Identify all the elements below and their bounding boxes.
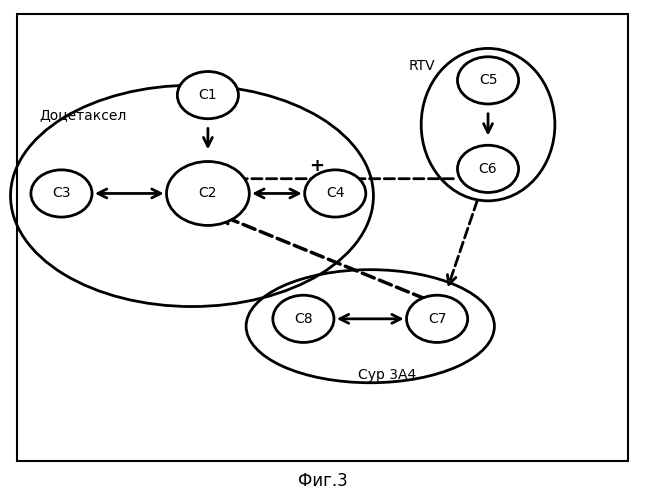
Circle shape — [273, 295, 334, 343]
Circle shape — [457, 57, 519, 104]
Text: +: + — [309, 158, 324, 176]
Circle shape — [166, 162, 249, 226]
Text: C3: C3 — [52, 186, 71, 200]
Circle shape — [304, 170, 366, 217]
Text: Доцетаксел: Доцетаксел — [39, 108, 126, 122]
Text: Cyp 3A4: Cyp 3A4 — [357, 368, 416, 382]
Text: C6: C6 — [479, 162, 497, 176]
Text: C1: C1 — [199, 88, 217, 102]
Circle shape — [406, 295, 468, 343]
Text: C2: C2 — [199, 186, 217, 200]
Circle shape — [457, 146, 519, 192]
Text: Фиг.3: Фиг.3 — [297, 472, 348, 490]
Text: C7: C7 — [428, 312, 446, 326]
Text: C4: C4 — [326, 186, 344, 200]
Circle shape — [177, 72, 239, 118]
Text: RTV: RTV — [408, 58, 435, 72]
Text: C8: C8 — [294, 312, 313, 326]
Text: C5: C5 — [479, 74, 497, 88]
Circle shape — [31, 170, 92, 217]
